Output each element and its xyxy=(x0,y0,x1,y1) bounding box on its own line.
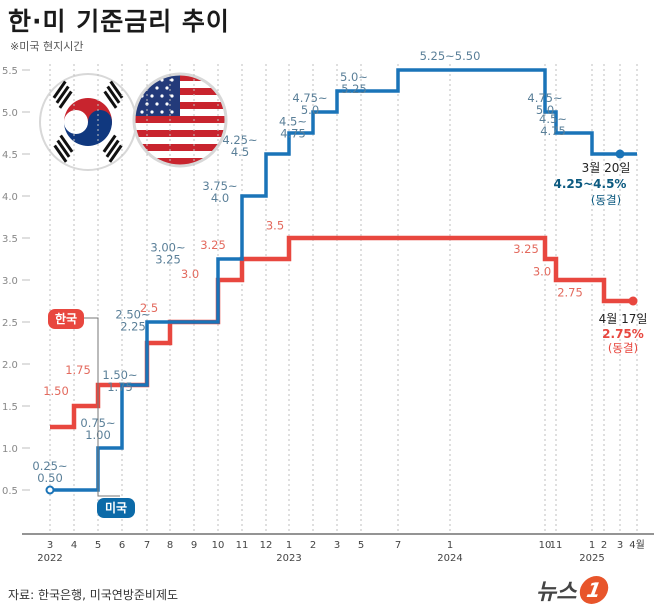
x-tick-label: 7 xyxy=(144,540,150,551)
korea-value-label: 1.75 xyxy=(65,363,91,377)
us-legend-label: 미국 xyxy=(105,500,127,515)
y-tick-label: 4.0 xyxy=(2,192,18,203)
x-tick-label: 6 xyxy=(119,540,125,551)
y-axis: 0.5 1.0 1.5 2.0 2.5 3.0 3.5 4.0 4.5 5.0 5.5 xyxy=(2,66,30,497)
x-tick-label: 1 xyxy=(447,540,453,551)
y-tick-label: 0.5 xyxy=(2,486,18,497)
x-tick-label: 3 xyxy=(617,540,623,551)
x-tick-label: 8 xyxy=(167,540,173,551)
logo-mark: 1 xyxy=(578,576,611,604)
x-tick-label: 7 xyxy=(395,540,401,551)
us-value-label: 4.5~ 4.75 xyxy=(279,115,307,141)
us-flag-icon xyxy=(130,70,230,170)
y-tick-label: 2.0 xyxy=(2,360,18,371)
us-end-note: (동결) xyxy=(591,193,621,207)
x-tick-label: 12 xyxy=(260,540,273,551)
y-tick-label: 1.0 xyxy=(2,444,18,455)
us-value-label: 4.5~ 4.75 xyxy=(539,112,567,138)
us-end-value: 4.25~4.5% xyxy=(554,177,627,191)
y-tick-label: 1.5 xyxy=(2,402,18,413)
x-tick-label: 2 xyxy=(601,540,607,551)
year-label: 2024 xyxy=(437,553,462,564)
x-tick-label: 4월 xyxy=(629,539,645,551)
us-value-label: 3.75~ 4.0 xyxy=(202,179,237,205)
year-label: 2022 xyxy=(37,553,62,564)
us-value-label: 4.25~ 4.5 xyxy=(222,133,257,159)
korea-value-label: 2.75 xyxy=(557,286,583,300)
korea-end-date: 4월 17일 xyxy=(599,312,648,326)
x-tick-label: 10 xyxy=(212,540,225,551)
korea-end-note: (동결) xyxy=(608,341,638,355)
us-end-marker xyxy=(616,150,625,159)
korea-legend-label: 한국 xyxy=(55,311,77,326)
us-value-label: 5.0~ 5.25 xyxy=(340,70,368,96)
y-tick-label: 4.5 xyxy=(2,150,18,161)
y-tick-label: 3.0 xyxy=(2,276,18,287)
x-tick-label: 1 xyxy=(286,540,292,551)
x-tick-label: 3 xyxy=(47,540,53,551)
us-end-date: 3월 20일 xyxy=(582,161,631,175)
korea-value-label: 1.50 xyxy=(43,384,69,398)
logo-text: 뉴스 xyxy=(536,574,576,606)
y-tick-label: 2.5 xyxy=(2,318,18,329)
x-tick-label: 4 xyxy=(71,540,77,551)
us-start-marker xyxy=(47,487,54,494)
x-tick-label: 2 xyxy=(310,540,316,551)
news1-logo: 뉴스 1 xyxy=(536,574,608,606)
y-tick-label: 5.0 xyxy=(2,108,18,119)
x-tick-label: 11 xyxy=(236,540,249,551)
x-tick-label: 3 xyxy=(334,540,340,551)
korea-end-value: 2.75% xyxy=(602,327,644,341)
us-value-label: 2.50~ 2.25 xyxy=(115,308,150,334)
year-label: 2025 xyxy=(579,553,604,564)
us-value-label: 0.25~ 0.50 xyxy=(32,459,67,485)
korea-value-label: 3.5 xyxy=(266,218,284,232)
x-tick-label: 5 xyxy=(95,540,101,551)
year-label: 2023 xyxy=(276,553,301,564)
y-tick-label: 3.5 xyxy=(2,234,18,245)
y-tick-label: 5.5 xyxy=(2,66,18,77)
us-value-label: 1.50~ 1.75 xyxy=(102,368,137,394)
us-value-label: 5.25~5.50 xyxy=(420,49,481,63)
x-tick-label: 1 xyxy=(589,540,595,551)
korea-end-marker xyxy=(629,297,638,306)
korea-value-label: 3.0 xyxy=(533,265,551,279)
korea-value-label: 3.0 xyxy=(181,267,199,281)
x-tick-label: 11 xyxy=(550,540,563,551)
korea-value-label: 3.25 xyxy=(200,238,226,252)
source-note: 자료: 한국은행, 미국연방준비제도 xyxy=(8,586,178,603)
x-tick-label: 5 xyxy=(358,540,364,551)
x-tick-label: 9 xyxy=(191,540,197,551)
us-value-label: 3.00~ 3.25 xyxy=(150,241,185,267)
rate-chart: 0.5 1.0 1.5 2.0 2.5 3.0 3.5 4.0 4.5 5.0 5.5 3 4 5 6 7 8… xyxy=(0,0,658,575)
korea-value-label: 3.25 xyxy=(513,242,539,256)
